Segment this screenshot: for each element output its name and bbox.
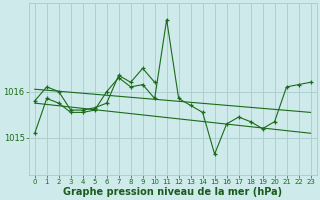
- X-axis label: Graphe pression niveau de la mer (hPa): Graphe pression niveau de la mer (hPa): [63, 187, 282, 197]
